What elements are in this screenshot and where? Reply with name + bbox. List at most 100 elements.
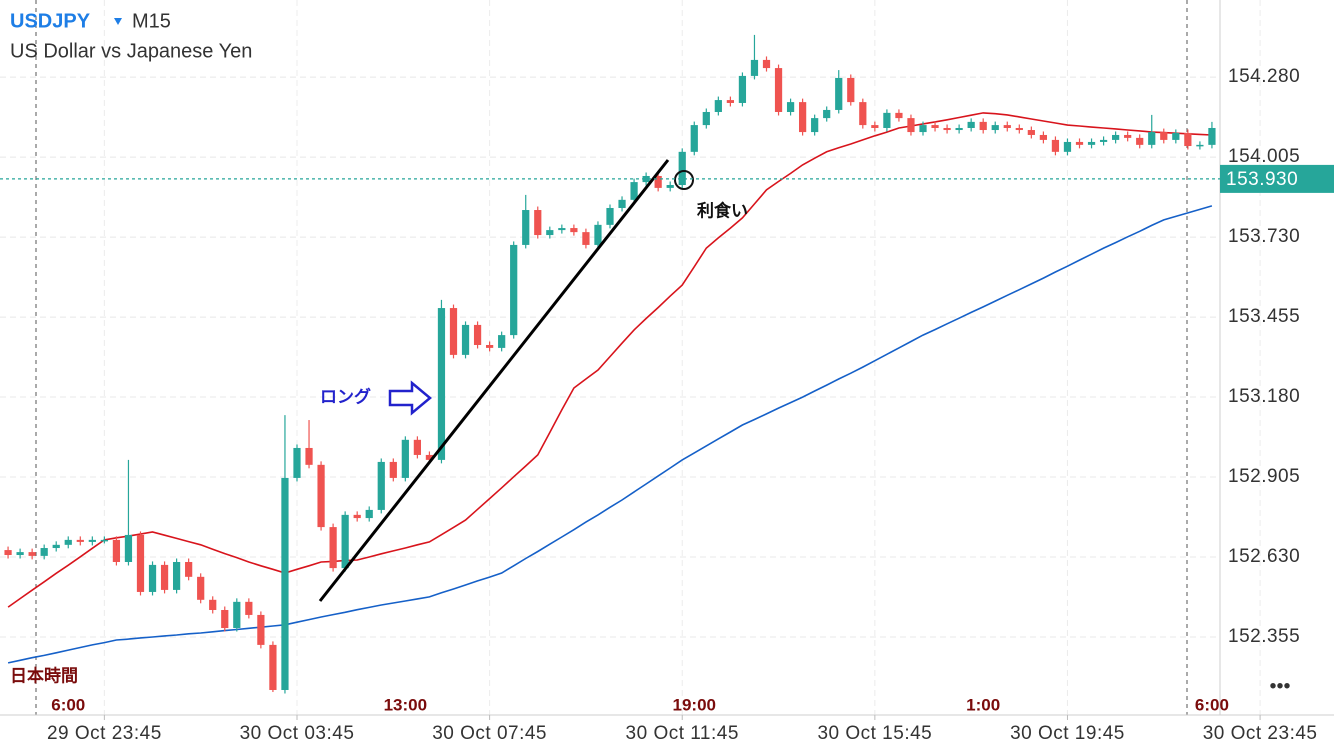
candle-body: [811, 118, 819, 133]
candle-body: [1063, 141, 1072, 152]
candle-body: [594, 224, 602, 245]
candle-body: [269, 644, 277, 690]
candle-body: [64, 539, 72, 545]
y-tick-label: 154.005: [1228, 146, 1300, 167]
candle-body: [401, 439, 409, 478]
candle-body: [642, 175, 650, 183]
trend-line: [318, 159, 670, 602]
y-tick-label: 153.730: [1228, 226, 1300, 247]
candle-body: [1003, 125, 1011, 128]
candle-body: [1148, 132, 1156, 145]
current-price-box: [1220, 164, 1334, 193]
jst-tick-label: 6:00: [1195, 695, 1229, 714]
candles: [4, 34, 1216, 694]
candle-body: [943, 127, 951, 131]
candle-body: [4, 550, 12, 556]
long-label: ロング: [320, 386, 371, 406]
candle-body: [498, 335, 506, 348]
candle-body: [377, 461, 385, 510]
candle-body: [413, 439, 421, 455]
candle-body: [112, 539, 121, 562]
x-tick-label: 30 Oct 19:45: [1010, 723, 1125, 744]
moving-average-line: [7, 112, 1212, 608]
y-tick-label: 152.905: [1228, 466, 1300, 487]
x-tick-label: 30 Oct 03:45: [240, 723, 355, 744]
candle-body: [425, 454, 434, 460]
candle-body: [486, 344, 494, 348]
axes: 154.280 154.005 153.730 153.455 153.180 152.9…: [0, 66, 1334, 744]
candle-body: [630, 182, 638, 200]
candle-body: [1136, 137, 1144, 145]
candle-body: [1039, 134, 1048, 140]
candle-body: [895, 112, 903, 119]
candle-body: [185, 561, 193, 577]
candle-body: [461, 324, 470, 355]
candle-body: [88, 539, 96, 542]
candle-body: [172, 561, 181, 590]
candle-body: [76, 539, 84, 542]
subtitle: US Dollar vs Japanese Yen: [10, 40, 252, 62]
candle-body: [1099, 139, 1108, 142]
moving-averages: [7, 112, 1213, 664]
interval[interactable]: M15: [132, 10, 171, 32]
x-tick-label: 29 Oct 23:45: [47, 723, 162, 744]
candle-body: [1112, 134, 1120, 140]
symbol-dropdown[interactable]: [114, 18, 122, 25]
y-tick-label: 152.630: [1228, 546, 1300, 567]
current-price-label: 153.930: [1226, 169, 1298, 190]
candle-body: [1208, 127, 1216, 145]
candle-body: [726, 100, 734, 103]
candle-body: [1051, 139, 1060, 152]
candle-body: [702, 111, 710, 126]
candle-body: [305, 447, 313, 465]
candle-body: [979, 121, 987, 131]
candle-body: [570, 228, 578, 233]
candle-body: [233, 601, 241, 629]
candle-body: [1196, 144, 1204, 147]
candle-body: [209, 599, 217, 610]
candle-body: [931, 125, 939, 128]
candle-body: [100, 539, 108, 542]
candle-body: [654, 175, 662, 188]
candle-body: [823, 109, 831, 119]
candle-body: [389, 461, 397, 478]
y-tick-label: 154.280: [1228, 66, 1300, 87]
candle-body: [449, 308, 458, 355]
candle-body: [618, 199, 626, 208]
symbol[interactable]: USDJPY: [10, 10, 91, 32]
candle-body: [1015, 127, 1023, 131]
candle-body: [148, 564, 157, 592]
x-tick-label: 30 Oct 07:45: [432, 723, 547, 744]
y-tick-label: 153.180: [1228, 386, 1300, 407]
grid: [0, 0, 1261, 715]
candle-body: [534, 210, 542, 236]
candle-body: [666, 185, 674, 188]
candle-body: [678, 151, 686, 186]
jst-tick-label: 6:00: [51, 695, 85, 714]
candle-body: [293, 447, 301, 478]
candle-body: [606, 207, 614, 225]
candle-body: [197, 576, 205, 600]
candle-body: [1160, 132, 1168, 140]
y-tick-label: 153.455: [1228, 306, 1300, 327]
candle-body: [40, 548, 48, 556]
candle-body: [522, 210, 530, 245]
candle-body: [281, 477, 289, 690]
candle-body: [871, 125, 879, 128]
exit-marker: [674, 170, 694, 190]
candle-body: [750, 59, 759, 76]
jst-tick-label: 13:00: [384, 695, 427, 714]
candle-body: [786, 102, 795, 112]
candle-body: [28, 552, 36, 556]
candle-body: [1124, 134, 1132, 138]
candle-body: [859, 102, 867, 126]
candle-body: [847, 77, 855, 103]
candle-body: [919, 125, 927, 133]
candle-body: [799, 102, 807, 133]
candle-body: [738, 75, 747, 103]
candle-body: [907, 118, 915, 133]
x-tick-label: 30 Oct 15:45: [817, 723, 932, 744]
menu-button[interactable]: •••: [1269, 675, 1290, 697]
candle-body: [546, 230, 554, 236]
exit-label: 利食い: [697, 200, 748, 220]
